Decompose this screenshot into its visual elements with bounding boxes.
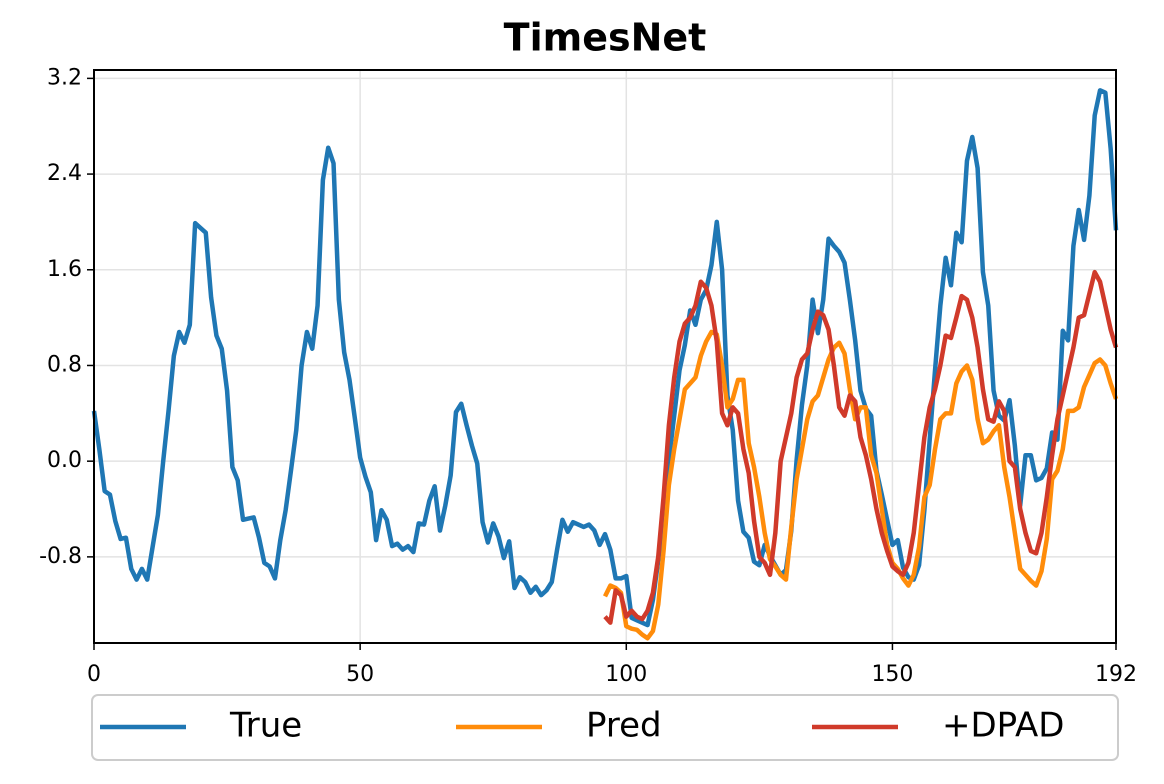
- plot-frame: [93, 69, 1117, 644]
- data-line: [602, 329, 1119, 641]
- data-line: [603, 269, 1119, 625]
- x-tick-label: 0: [87, 662, 101, 687]
- chart-title: TimesNet: [504, 16, 707, 60]
- legend-label: Pred: [586, 706, 662, 746]
- x-tick-label: 50: [346, 662, 374, 687]
- legend-label: True: [229, 706, 302, 746]
- x-tick-label: 150: [871, 662, 913, 687]
- y-tick-label: 0.0: [47, 448, 82, 473]
- y-tick-label: 1.6: [47, 257, 82, 282]
- y-tick-label: -0.8: [39, 544, 82, 569]
- y-tick-label: 0.8: [47, 352, 82, 377]
- y-tick-label: 2.4: [47, 161, 82, 186]
- legend: True Pred +DPAD: [91, 694, 1119, 761]
- x-tick-label: 100: [605, 662, 647, 687]
- x-tick-label: 192: [1095, 662, 1137, 687]
- y-tick-label: 3.2: [47, 65, 82, 90]
- data-line: [91, 88, 1119, 628]
- legend-label: +DPAD: [942, 706, 1064, 746]
- legend-box: [91, 694, 1119, 761]
